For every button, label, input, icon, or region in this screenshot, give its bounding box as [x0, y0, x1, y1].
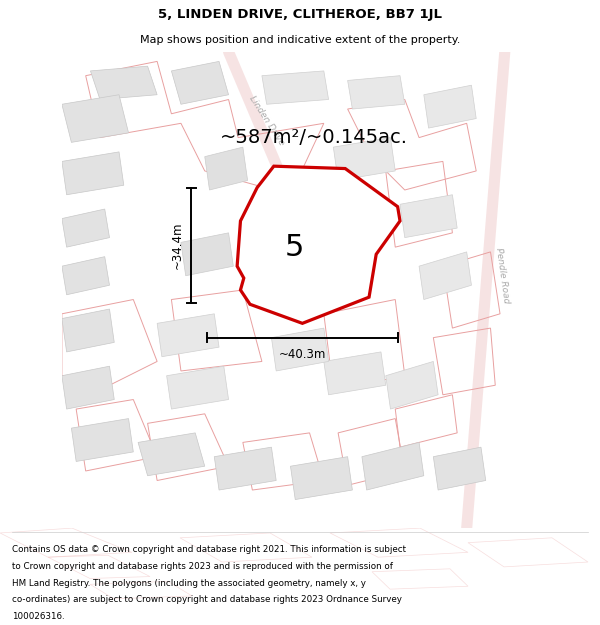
Polygon shape	[324, 352, 386, 395]
Text: to Crown copyright and database rights 2023 and is reproduced with the permissio: to Crown copyright and database rights 2…	[12, 561, 393, 571]
Polygon shape	[205, 147, 248, 190]
Polygon shape	[334, 138, 395, 181]
Text: ~587m²/~0.145ac.: ~587m²/~0.145ac.	[220, 128, 408, 147]
Polygon shape	[62, 257, 109, 295]
Polygon shape	[62, 309, 114, 352]
Text: ~34.4m: ~34.4m	[170, 222, 184, 269]
Text: Map shows position and indicative extent of the property.: Map shows position and indicative extent…	[140, 36, 460, 46]
Text: Contains OS data © Crown copyright and database right 2021. This information is : Contains OS data © Crown copyright and d…	[12, 544, 406, 554]
Polygon shape	[362, 442, 424, 490]
Polygon shape	[214, 447, 276, 490]
Polygon shape	[347, 76, 405, 109]
Polygon shape	[386, 361, 438, 409]
Text: Linden Drive: Linden Drive	[247, 94, 286, 148]
Polygon shape	[157, 314, 219, 357]
Text: 5: 5	[285, 234, 304, 262]
Polygon shape	[271, 328, 329, 371]
Polygon shape	[419, 252, 472, 299]
Polygon shape	[62, 366, 114, 409]
Polygon shape	[400, 195, 457, 238]
Text: ~40.3m: ~40.3m	[278, 348, 326, 361]
Text: co-ordinates) are subject to Crown copyright and database rights 2023 Ordnance S: co-ordinates) are subject to Crown copyr…	[12, 596, 402, 604]
Polygon shape	[181, 233, 233, 276]
Polygon shape	[237, 166, 400, 323]
Polygon shape	[138, 433, 205, 476]
Polygon shape	[172, 61, 229, 104]
Polygon shape	[424, 85, 476, 128]
Polygon shape	[91, 66, 157, 99]
Text: HM Land Registry. The polygons (including the associated geometry, namely x, y: HM Land Registry. The polygons (includin…	[12, 579, 366, 587]
Text: 100026316.: 100026316.	[12, 612, 65, 621]
Polygon shape	[167, 366, 229, 409]
Text: Pendle Road: Pendle Road	[494, 248, 511, 304]
Text: 5, LINDEN DRIVE, CLITHEROE, BB7 1JL: 5, LINDEN DRIVE, CLITHEROE, BB7 1JL	[158, 8, 442, 21]
Polygon shape	[62, 209, 109, 247]
Polygon shape	[290, 457, 352, 499]
Polygon shape	[62, 95, 128, 142]
Polygon shape	[62, 152, 124, 195]
Polygon shape	[71, 419, 133, 461]
Polygon shape	[262, 71, 329, 104]
Polygon shape	[433, 447, 486, 490]
